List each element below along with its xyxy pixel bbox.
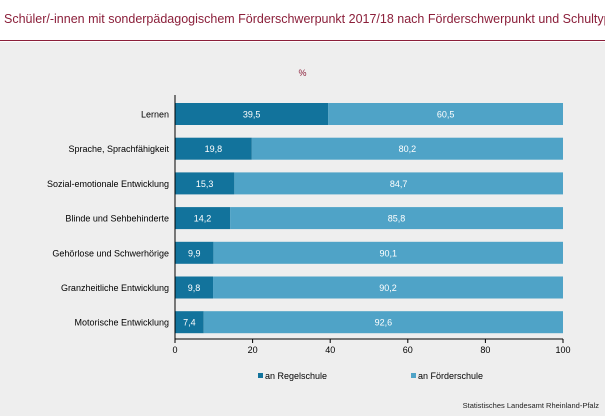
unit-label: % xyxy=(298,68,307,78)
data-label: 92,6 xyxy=(375,318,393,328)
bar-segment xyxy=(203,311,563,334)
data-label: 90,2 xyxy=(379,283,397,293)
data-label: 19,8 xyxy=(205,144,223,154)
bar-segment xyxy=(251,137,563,160)
data-label: 90,1 xyxy=(379,248,397,258)
bar-segment xyxy=(328,103,563,125)
data-label: 80,2 xyxy=(399,144,417,154)
bar-segment xyxy=(230,207,563,230)
x-tick-label: 100 xyxy=(555,345,570,355)
x-tick-label: 40 xyxy=(325,345,335,355)
category-label: Motorische Entwicklung xyxy=(74,318,169,328)
legend-label: an Regelschule xyxy=(265,371,327,381)
x-tick-label: 20 xyxy=(248,345,258,355)
data-label: 85,8 xyxy=(388,214,406,224)
chart-title: Schüler/-innen mit sonderpädagogischem F… xyxy=(4,12,605,26)
x-tick-label: 60 xyxy=(403,345,413,355)
bar-segment xyxy=(175,172,235,195)
legend-swatch xyxy=(258,373,263,378)
data-label: 14,2 xyxy=(194,214,212,224)
category-label: Sozial-emotionale Entwicklung xyxy=(47,179,169,189)
bar-segment xyxy=(175,103,329,125)
category-label: Blinde und Sehbehinderte xyxy=(65,214,169,224)
data-label: 9,8 xyxy=(188,283,201,293)
bar-segment xyxy=(175,137,252,160)
source-note: Statistisches Landesamt Rheinland-Pfalz xyxy=(462,401,599,410)
bar-segment xyxy=(175,241,214,264)
category-label: Gehörlose und Schwerhörige xyxy=(52,248,169,258)
bar-segment xyxy=(175,311,204,334)
legend-label: an Förderschule xyxy=(418,371,483,381)
x-tick-label: 80 xyxy=(480,345,490,355)
x-tick-label: 0 xyxy=(172,345,177,355)
data-label: 39,5 xyxy=(243,110,261,120)
bar-segment xyxy=(234,172,563,195)
legend-swatch xyxy=(411,373,416,378)
bar-segment xyxy=(213,241,564,264)
data-label: 84,7 xyxy=(390,179,408,189)
data-label: 9,9 xyxy=(188,248,201,258)
data-label: 7,4 xyxy=(183,318,196,328)
bar-segment xyxy=(175,276,214,299)
data-label: 15,3 xyxy=(196,179,214,189)
title-bar: Schüler/-innen mit sonderpädagogischem F… xyxy=(0,0,605,41)
bar-segment xyxy=(175,207,231,230)
data-label: 60,5 xyxy=(437,110,455,120)
category-label: Sprache, Sprachfähigkeit xyxy=(68,144,169,154)
category-label: Granzheitliche Entwicklung xyxy=(61,283,169,293)
bar-segment xyxy=(213,276,564,299)
category-label: Lernen xyxy=(141,110,169,120)
